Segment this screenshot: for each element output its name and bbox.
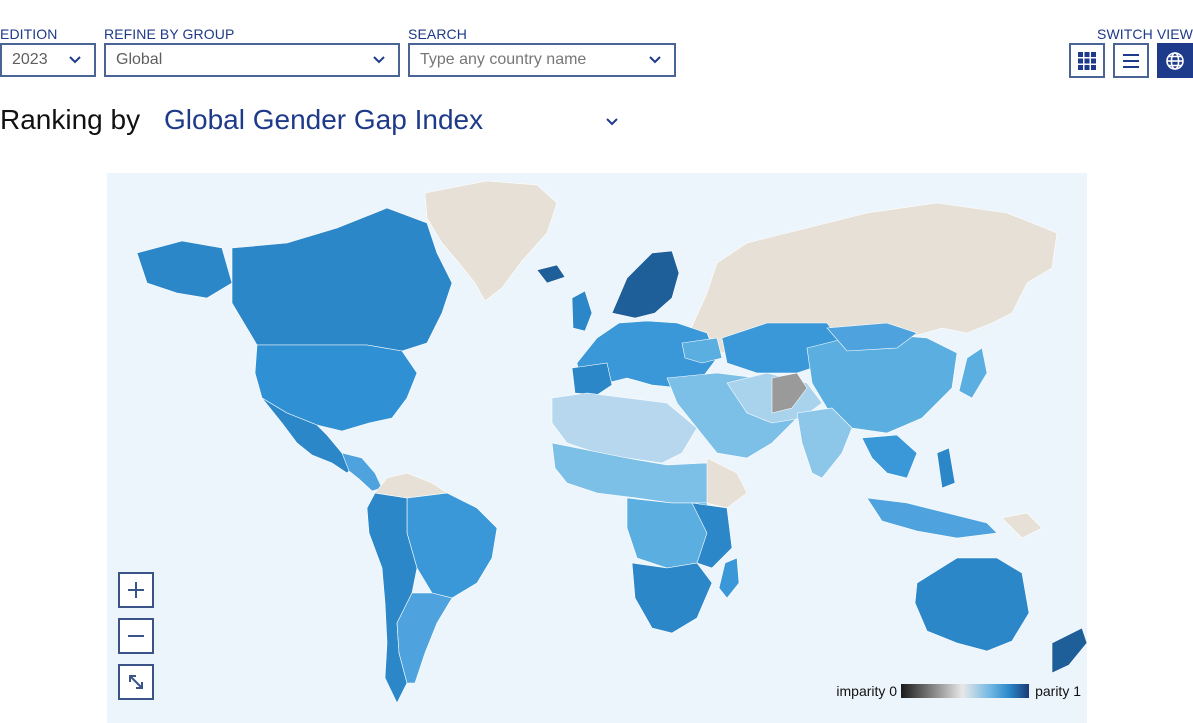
country-alaska	[136, 240, 233, 299]
ranking-prefix: Ranking by	[0, 104, 141, 135]
legend-gradient	[901, 684, 1030, 698]
globe-icon	[1166, 51, 1184, 70]
region-horn-of-africa	[706, 457, 748, 509]
expand-icon	[129, 675, 143, 689]
country-new-zealand	[1051, 627, 1087, 674]
country-canada	[231, 207, 453, 352]
country-pakistan	[771, 372, 808, 414]
country-search[interactable]	[408, 43, 676, 77]
grid-view-button[interactable]	[1069, 43, 1105, 78]
region-central-america	[341, 452, 383, 492]
fullscreen-button[interactable]	[118, 664, 154, 700]
group-select[interactable]: Global	[104, 43, 400, 77]
chevron-down-icon	[69, 56, 81, 64]
map-view-button[interactable]	[1157, 43, 1193, 78]
country-australia	[914, 557, 1030, 652]
metric-select[interactable]: Global Gender Gap Index	[164, 104, 484, 135]
country-brazil	[406, 492, 498, 599]
region-southern-africa	[631, 562, 713, 634]
zoom-in-button[interactable]	[118, 572, 154, 608]
region-andes	[366, 492, 418, 704]
country-india	[796, 407, 853, 479]
search-label: SEARCH	[408, 26, 467, 42]
group-label: REFINE BY GROUP	[104, 26, 235, 42]
country-mongolia	[826, 322, 918, 352]
country-uk-ireland	[571, 290, 593, 332]
plus-icon	[128, 582, 144, 598]
region-east-africa	[691, 502, 733, 569]
edition-select[interactable]: 2023	[0, 43, 96, 77]
edition-label: EDITION	[0, 26, 58, 42]
list-icon	[1123, 53, 1139, 68]
region-north-africa	[551, 392, 698, 464]
country-greenland	[424, 180, 558, 302]
country-philippines	[936, 447, 956, 489]
region-venezuela	[374, 472, 448, 499]
world-map[interactable]: imparity 0 parity 1	[107, 173, 1087, 723]
region-nordics	[611, 250, 680, 319]
legend-max-label: parity 1	[1035, 683, 1081, 699]
zoom-out-button[interactable]	[118, 618, 154, 654]
chevron-down-icon	[373, 56, 385, 64]
country-spain-portugal	[571, 362, 613, 396]
country-papua-new-guinea	[1001, 512, 1043, 539]
search-input[interactable]	[420, 51, 640, 69]
country-argentina	[396, 592, 453, 684]
list-view-button[interactable]	[1113, 43, 1149, 78]
country-ukraine	[681, 337, 723, 364]
country-indonesia	[866, 497, 998, 539]
group-value: Global	[116, 51, 163, 68]
world-map-canvas[interactable]	[107, 173, 1087, 723]
map-legend: imparity 0 parity 1	[836, 683, 1081, 699]
region-southeast-asia	[861, 434, 918, 479]
country-madagascar	[718, 557, 740, 599]
country-japan	[958, 347, 988, 399]
minus-icon	[128, 635, 144, 637]
chevron-down-icon[interactable]	[604, 115, 620, 129]
country-iceland	[536, 264, 566, 284]
legend-min-label: imparity 0	[836, 683, 898, 699]
edition-value: 2023	[12, 51, 48, 68]
switch-view-label: SWITCH VIEW	[1097, 26, 1193, 42]
grid-icon	[1078, 51, 1096, 70]
chevron-down-icon	[649, 56, 661, 64]
